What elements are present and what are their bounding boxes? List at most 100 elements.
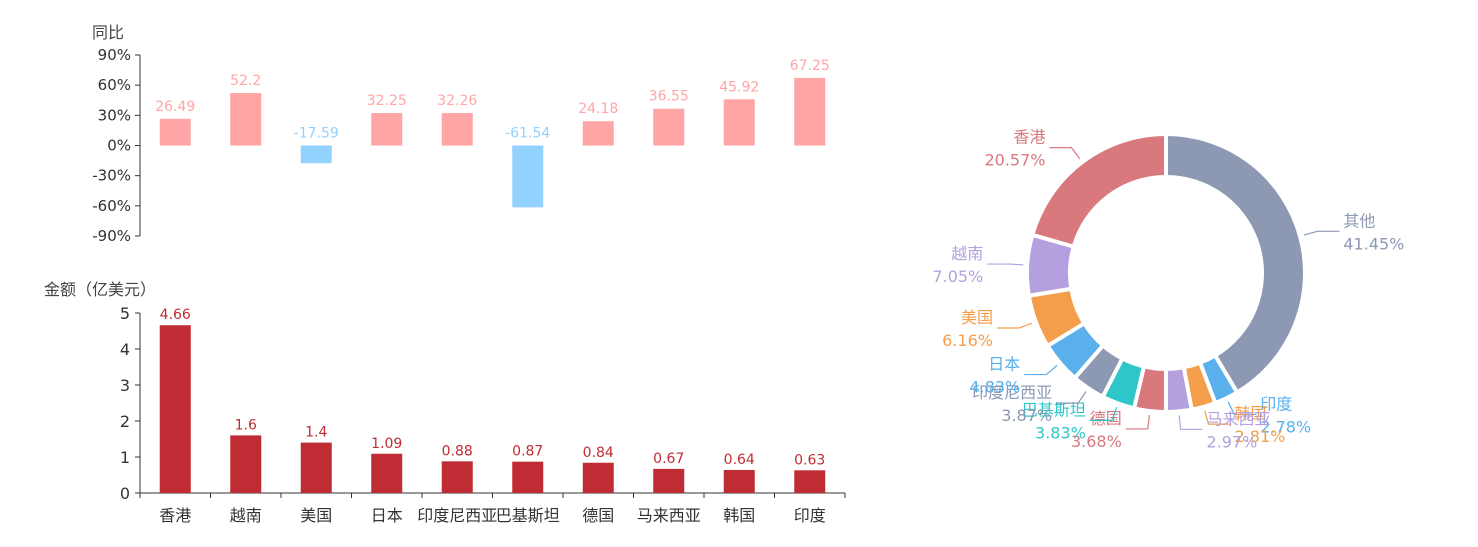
x-category-label-cat-5: 巴基斯坦 bbox=[496, 506, 560, 525]
amount-y-tick-label: 4 bbox=[120, 340, 130, 359]
amount-bar-cat-6 bbox=[582, 462, 614, 493]
amount-bar-cat-1 bbox=[230, 435, 262, 493]
amount-y-tick-label: 3 bbox=[120, 376, 130, 395]
amount-data-label-cat-4: 0.88 bbox=[442, 443, 473, 459]
amount-bar-cat-5 bbox=[512, 461, 544, 493]
amount-data-label-cat-7: 0.67 bbox=[653, 451, 684, 467]
amount-data-label-cat-2: 1.4 bbox=[305, 425, 327, 441]
amount-y-tick-label: 2 bbox=[120, 412, 130, 431]
donut-leader-line-6 bbox=[1056, 391, 1087, 404]
amount-data-label-cat-6: 0.84 bbox=[583, 445, 614, 461]
donut-percent-5: 3.83% bbox=[1035, 423, 1086, 442]
yoy-data-label-cat-6: 24.18 bbox=[578, 101, 618, 117]
yoy-y-tick-label: 90% bbox=[98, 46, 131, 64]
donut-percent-9: 7.05% bbox=[932, 267, 983, 286]
yoy-bar-chart: 同比 90% 60% 30% 0% -30% -60% -90% 26.49 52.2 -17.5… bbox=[92, 23, 830, 245]
yoy-bar-cat-9 bbox=[794, 77, 826, 146]
yoy-y-tick-label: 0% bbox=[107, 137, 131, 155]
x-category-label-cat-0: 香港 bbox=[159, 506, 191, 525]
amount-bar-cat-7 bbox=[653, 468, 685, 493]
donut-leader-line-8 bbox=[996, 322, 1033, 329]
donut-slice-0 bbox=[1164, 132, 1307, 395]
x-category-label-cat-2: 美国 bbox=[300, 506, 332, 525]
donut-percent-3: 2.97% bbox=[1207, 432, 1258, 451]
amount-axis-title: 金额（亿美元） bbox=[44, 280, 156, 299]
amount-bar-cat-9 bbox=[794, 470, 826, 493]
donut-label-4: 德国 bbox=[1090, 409, 1122, 428]
amount-y-tick-label: 5 bbox=[120, 304, 130, 323]
x-category-label-cat-4: 印度尼西亚 bbox=[417, 506, 497, 525]
x-category-label-cat-8: 韩国 bbox=[723, 506, 755, 525]
donut-label-1: 印度 bbox=[1260, 394, 1292, 413]
donut-percent-7: 4.83% bbox=[969, 378, 1020, 397]
yoy-bar-cat-6 bbox=[582, 121, 614, 146]
donut-label-7: 日本 bbox=[988, 355, 1020, 374]
amount-bar-cat-0 bbox=[159, 325, 191, 493]
x-category-label-cat-9: 印度 bbox=[794, 506, 826, 525]
donut-percent-10: 20.57% bbox=[984, 151, 1045, 170]
donut-leader-line-0 bbox=[1303, 230, 1340, 236]
donut-leader-line-10 bbox=[1049, 147, 1081, 160]
donut-label-3: 马来西亚 bbox=[1207, 409, 1271, 428]
yoy-data-label-cat-2: -17.59 bbox=[294, 126, 339, 142]
yoy-bar-cat-5 bbox=[512, 145, 544, 208]
amount-bar-cat-8 bbox=[723, 469, 755, 493]
amount-data-label-cat-0: 4.66 bbox=[160, 307, 191, 323]
amount-bar-cat-3 bbox=[371, 453, 403, 493]
x-category-label-cat-7: 马来西亚 bbox=[637, 506, 701, 525]
amount-data-label-cat-3: 1.09 bbox=[371, 436, 402, 452]
donut-label-5: 巴基斯坦 bbox=[1022, 400, 1086, 419]
yoy-data-label-cat-3: 32.25 bbox=[367, 93, 407, 109]
yoy-bar-cat-1 bbox=[230, 93, 262, 146]
amount-bar-cat-4 bbox=[441, 461, 473, 493]
yoy-data-label-cat-9: 67.25 bbox=[790, 58, 830, 74]
donut-percent-2: 2.81% bbox=[1235, 427, 1286, 446]
donut-percent-0: 41.45% bbox=[1343, 234, 1404, 253]
donut-leader-line-9 bbox=[987, 263, 1024, 266]
amount-bar-cat-2 bbox=[300, 442, 332, 493]
yoy-y-tick-label: 60% bbox=[98, 76, 131, 94]
yoy-bar-cat-3 bbox=[371, 113, 403, 146]
donut-percent-6: 3.87% bbox=[1001, 406, 1052, 425]
yoy-bar-cat-4 bbox=[441, 113, 473, 146]
share-donut-chart: 其他 41.45% 印度 2.78%韩国 2.81%马来西亚 2.97% 德国 3.68% 巴基… bbox=[932, 128, 1404, 452]
amount-bar-chart: 金额（亿美元） 5 4 3 2 1 0 4.66 香港 1.6 越南 1.4 美国 1.09 日本 0.88… bbox=[44, 280, 846, 525]
amount-data-label-cat-8: 0.64 bbox=[724, 452, 755, 468]
donut-percent-1: 2.78% bbox=[1260, 417, 1311, 436]
donut-leader-line-1 bbox=[1227, 401, 1257, 415]
donut-leader-line-7 bbox=[1024, 365, 1058, 376]
donut-percent-8: 6.16% bbox=[942, 331, 993, 350]
yoy-bar-cat-7 bbox=[653, 108, 685, 146]
donut-percent-4: 3.68% bbox=[1071, 432, 1122, 451]
donut-label-9: 越南 bbox=[951, 244, 983, 263]
donut-leader-line-5 bbox=[1089, 407, 1118, 421]
x-category-label-cat-3: 日本 bbox=[371, 506, 403, 525]
donut-label-8: 美国 bbox=[961, 308, 993, 327]
amount-data-label-cat-5: 0.87 bbox=[512, 444, 543, 460]
yoy-axis-title: 同比 bbox=[92, 23, 124, 42]
yoy-y-tick-label: 30% bbox=[98, 106, 131, 124]
yoy-data-label-cat-1: 52.2 bbox=[230, 73, 261, 89]
yoy-data-label-cat-8: 45.92 bbox=[719, 79, 759, 95]
yoy-bar-cat-8 bbox=[723, 99, 755, 146]
yoy-bar-cat-0 bbox=[159, 118, 191, 146]
yoy-data-label-cat-4: 32.26 bbox=[437, 93, 477, 109]
yoy-data-label-cat-7: 36.55 bbox=[649, 89, 689, 105]
x-category-label-cat-1: 越南 bbox=[230, 506, 262, 525]
amount-y-tick-label: 0 bbox=[120, 484, 130, 503]
amount-data-label-cat-9: 0.63 bbox=[794, 452, 825, 468]
yoy-bar-cat-2 bbox=[300, 145, 332, 164]
yoy-y-tick-label: -60% bbox=[92, 197, 131, 215]
donut-label-6: 印度尼西亚 bbox=[972, 383, 1052, 402]
yoy-y-tick-label: -30% bbox=[92, 167, 131, 185]
amount-y-tick-label: 1 bbox=[120, 448, 130, 467]
donut-leader-line-2 bbox=[1204, 410, 1231, 425]
yoy-data-label-cat-5: -61.54 bbox=[505, 126, 550, 142]
donut-label-0: 其他 bbox=[1343, 211, 1375, 230]
yoy-data-label-cat-0: 26.49 bbox=[155, 99, 195, 115]
donut-leader-line-3 bbox=[1178, 415, 1203, 430]
amount-data-label-cat-1: 1.6 bbox=[235, 417, 257, 433]
donut-leader-line-4 bbox=[1125, 414, 1151, 430]
x-category-label-cat-6: 德国 bbox=[582, 506, 614, 525]
